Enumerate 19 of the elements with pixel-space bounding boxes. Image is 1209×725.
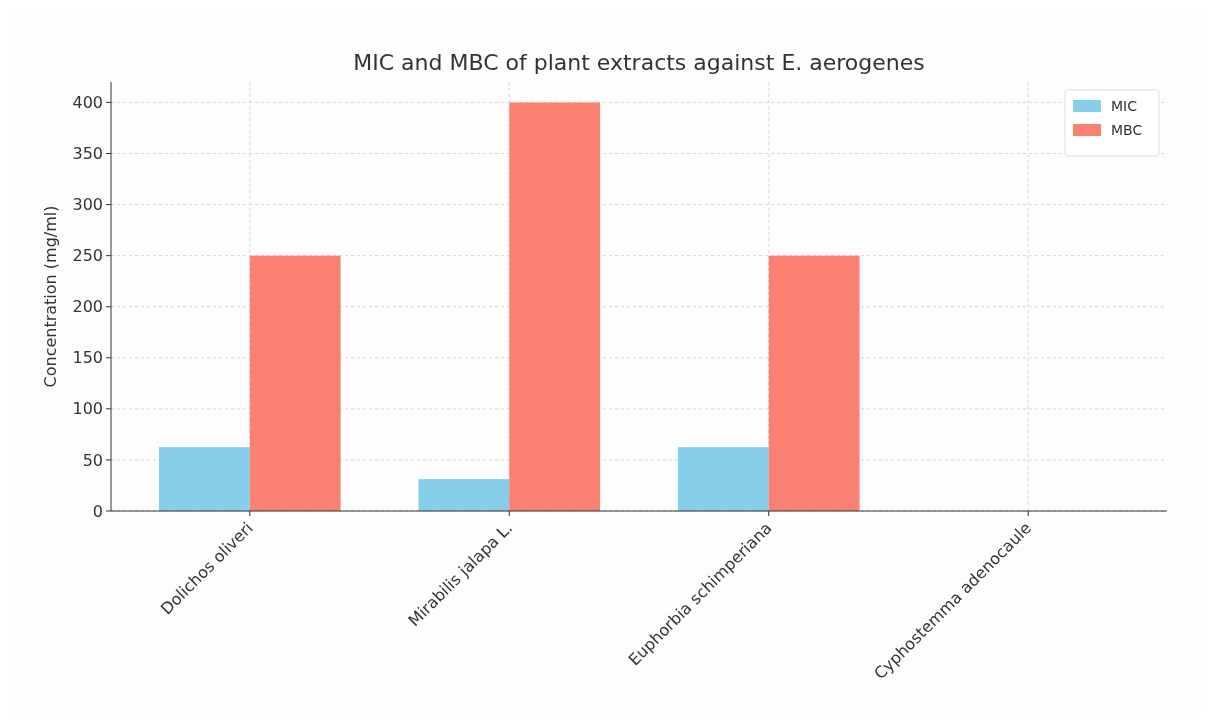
bar — [159, 447, 250, 511]
y-tick-label: 200 — [72, 297, 103, 317]
legend-label: MBC — [1111, 121, 1143, 138]
legend-label: MIC — [1111, 97, 1138, 114]
y-tick-label: 0 — [92, 501, 103, 521]
y-tick-label: 300 — [72, 195, 103, 215]
y-tick-label: 150 — [72, 348, 103, 368]
chart-title: MIC and MBC of plant extracts against E. aerogenes — [353, 50, 925, 75]
bar — [509, 102, 601, 511]
y-tick-label: 350 — [72, 144, 103, 164]
bar — [768, 255, 860, 511]
bar — [677, 447, 769, 511]
y-tick-label: 250 — [72, 246, 103, 266]
bar — [418, 479, 510, 511]
y-tick-label: 400 — [72, 93, 103, 113]
y-tick-label: 100 — [72, 399, 103, 419]
y-tick-label: 50 — [82, 450, 103, 470]
y-axis-title: Concentration (mg/ml) — [41, 205, 60, 388]
bar — [249, 255, 341, 511]
